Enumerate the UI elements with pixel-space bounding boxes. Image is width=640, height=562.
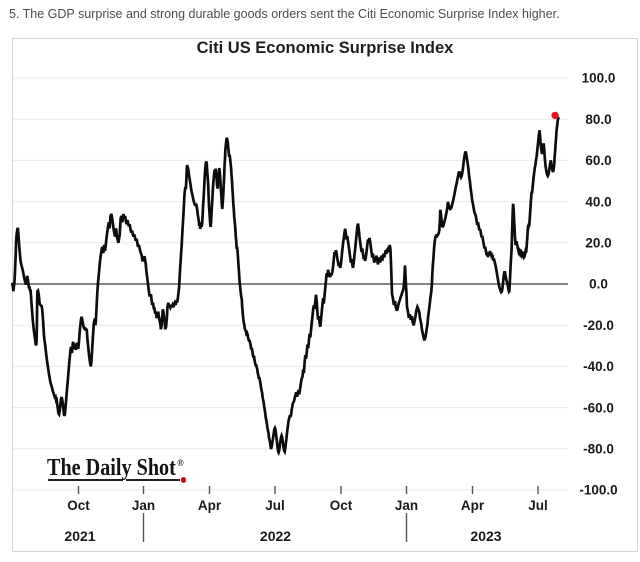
svg-text:2022: 2022 bbox=[260, 528, 291, 544]
svg-text:Jul: Jul bbox=[528, 498, 548, 513]
svg-text:-80.0: -80.0 bbox=[583, 442, 614, 457]
svg-text:-20.0: -20.0 bbox=[583, 318, 614, 333]
svg-text:80.0: 80.0 bbox=[585, 112, 611, 127]
svg-text:Jan: Jan bbox=[395, 498, 418, 513]
svg-text:Apr: Apr bbox=[461, 498, 485, 513]
svg-text:Jul: Jul bbox=[265, 498, 285, 513]
svg-text:20.0: 20.0 bbox=[585, 236, 611, 251]
svg-text:60.0: 60.0 bbox=[585, 153, 611, 168]
svg-text:Oct: Oct bbox=[67, 498, 90, 513]
svg-text:Apr: Apr bbox=[198, 498, 222, 513]
svg-text:-60.0: -60.0 bbox=[583, 400, 614, 415]
svg-text:Oct: Oct bbox=[330, 498, 353, 513]
svg-text:40.0: 40.0 bbox=[585, 194, 611, 209]
svg-text:-40.0: -40.0 bbox=[583, 359, 614, 374]
svg-text:2021: 2021 bbox=[64, 528, 95, 544]
svg-text:2023: 2023 bbox=[470, 528, 501, 544]
svg-text:Jan: Jan bbox=[132, 498, 155, 513]
svg-text:100.0: 100.0 bbox=[582, 71, 616, 86]
svg-text:-100.0: -100.0 bbox=[579, 483, 617, 498]
svg-text:0.0: 0.0 bbox=[589, 277, 608, 292]
